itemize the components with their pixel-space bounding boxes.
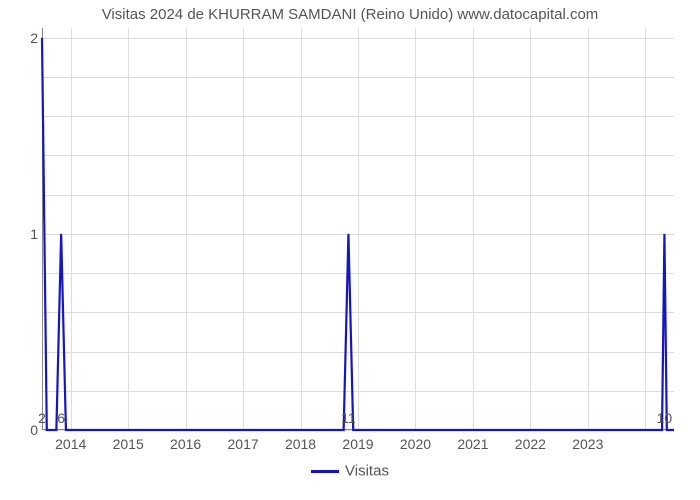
x-tick-label: 2017: [228, 436, 259, 452]
x-tick-label: 2022: [515, 436, 546, 452]
series-line: [42, 28, 674, 430]
legend-swatch: [311, 470, 339, 473]
x-tick-label: 2015: [113, 436, 144, 452]
data-point-label: 6: [57, 410, 65, 426]
chart-container: Visitas 2024 de KHURRAM SAMDANI (Reino U…: [0, 0, 700, 500]
plot-area: [42, 28, 674, 430]
data-point-label: 2: [38, 410, 46, 426]
x-tick-label: 2018: [285, 436, 316, 452]
x-tick-label: 2016: [170, 436, 201, 452]
x-tick-label: 2020: [400, 436, 431, 452]
chart-title: Visitas 2024 de KHURRAM SAMDANI (Reino U…: [0, 6, 700, 23]
x-tick-label: 2023: [572, 436, 603, 452]
x-tick-label: 2021: [457, 436, 488, 452]
x-tick-label: 2014: [55, 436, 86, 452]
legend-label: Visitas: [345, 463, 389, 480]
x-tick-label: 2019: [342, 436, 373, 452]
y-tick-label: 2: [24, 30, 38, 46]
legend: Visitas: [0, 462, 700, 480]
data-point-label: 10: [657, 410, 673, 426]
data-point-label: 11: [341, 410, 356, 426]
y-tick-label: 0: [24, 422, 38, 438]
y-tick-label: 1: [24, 226, 38, 242]
